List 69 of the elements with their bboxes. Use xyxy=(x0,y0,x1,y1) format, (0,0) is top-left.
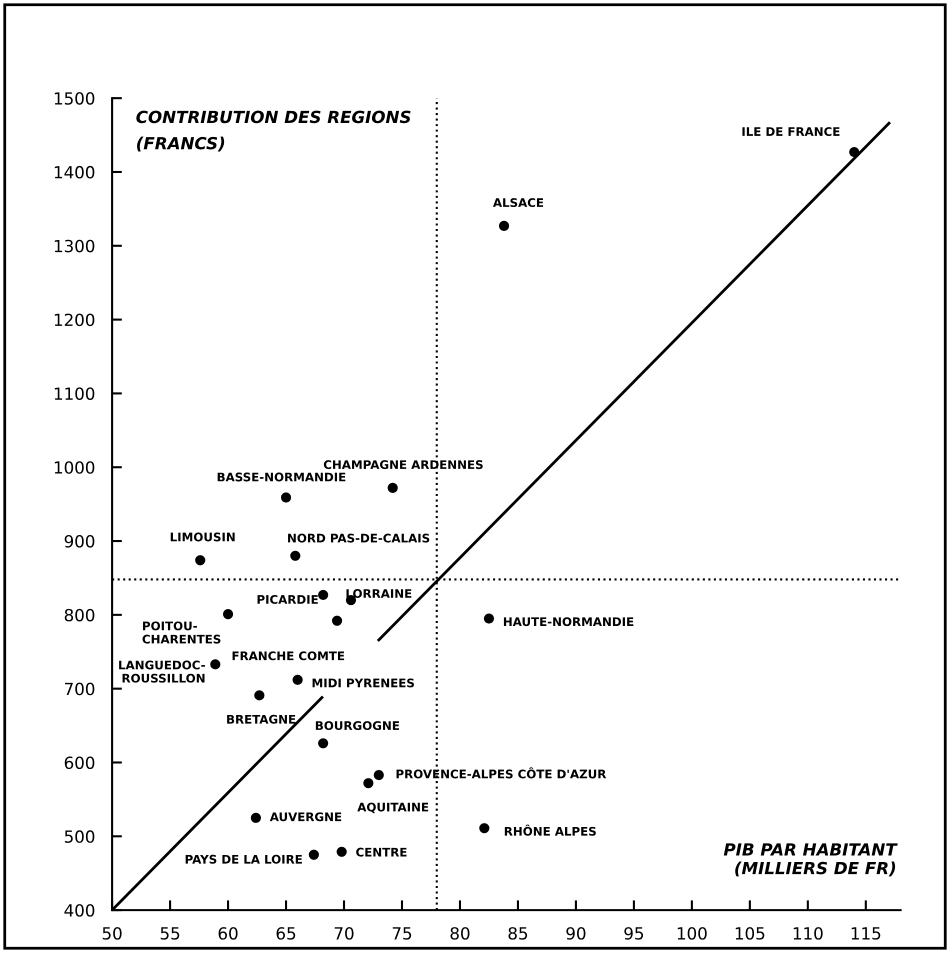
annotation: ILE DE FRANCE xyxy=(742,127,840,136)
y-tick-label: 1300 xyxy=(54,240,94,252)
annotation: HAUTE-NORMANDIE xyxy=(504,617,634,626)
x-tick-label: 55 xyxy=(160,927,180,940)
y-tick-label: 1200 xyxy=(54,314,94,326)
point xyxy=(290,550,300,561)
x-axis-title: PIB PAR HABITANT (MILLIERS DE FR) xyxy=(724,843,898,876)
annotation: ALSACE xyxy=(492,198,544,208)
y-tick-label: 500 xyxy=(64,830,94,843)
annotation: CENTRE xyxy=(356,848,407,857)
annotation: AQUITAINE xyxy=(357,802,428,814)
annotation: PROVENCE-ALPES CÔTE D'AZUR xyxy=(396,767,606,778)
annotation: LIMOUSIN xyxy=(170,532,235,542)
point xyxy=(250,812,261,823)
x-tick-label: 110 xyxy=(794,927,823,940)
point xyxy=(374,770,384,780)
point xyxy=(363,778,374,788)
annotation: PAYS DE LA LOIRE xyxy=(186,854,302,864)
annotation: FRANCHE COMTE xyxy=(232,651,344,660)
point xyxy=(318,738,328,748)
y-tick-label: 1100 xyxy=(54,387,94,400)
point xyxy=(332,616,342,626)
x-tick-label: 100 xyxy=(678,927,707,940)
y-tick-label: 1000 xyxy=(54,461,94,474)
point xyxy=(280,492,292,503)
annotation: POITOU- CHARENTES xyxy=(142,621,220,644)
x-tick-label: 60 xyxy=(218,927,238,940)
point xyxy=(318,590,328,600)
annotation: BASSE-NORMANDIE xyxy=(218,472,346,482)
y-tick-label: 800 xyxy=(64,608,94,622)
annotation: BOURGOGNE xyxy=(316,721,400,730)
annotation: LANGUEDOC- ROUSSILLON xyxy=(119,660,205,683)
x-tick-label: 65 xyxy=(276,927,296,940)
y-tick-label: 400 xyxy=(64,904,94,917)
x-tick-label: 95 xyxy=(624,927,644,940)
point xyxy=(336,846,347,857)
x-tick-label: 50 xyxy=(102,927,122,940)
point xyxy=(479,823,490,834)
x-tick-label: 80 xyxy=(450,927,470,940)
point xyxy=(254,690,264,700)
annotation: LORRAINE xyxy=(346,589,412,598)
y-tick-label: 600 xyxy=(64,756,94,770)
annotation: CHAMPAGNE ARDENNES xyxy=(324,460,483,470)
point xyxy=(195,555,206,566)
point xyxy=(308,850,319,860)
point xyxy=(210,659,220,670)
x-tick-label: 115 xyxy=(852,927,880,940)
y-tick-label: 700 xyxy=(64,682,94,696)
y-tick-label: 900 xyxy=(64,535,94,548)
x-tick-label: 90 xyxy=(566,927,586,940)
point xyxy=(292,674,303,685)
x-tick-label: 105 xyxy=(736,927,764,940)
annotation: NORD PAS-DE-CALAIS xyxy=(288,534,430,543)
point xyxy=(849,146,860,158)
annotation: MIDI PYRENEES xyxy=(312,678,414,688)
point xyxy=(388,482,398,493)
point xyxy=(222,609,234,620)
x-tick-label: 85 xyxy=(508,927,528,940)
y-tick-label: 1500 xyxy=(54,92,94,105)
x-tick-label: 70 xyxy=(334,927,354,940)
annotation: PICARDIE xyxy=(258,594,318,604)
point xyxy=(484,613,494,624)
y-axis-title: CONTRIBUTION DES REGIONS (FRANCS) xyxy=(136,110,411,152)
annotation: AUVERGNE xyxy=(270,812,342,822)
x-tick-label: 75 xyxy=(392,927,412,940)
annotation: RHÔNE ALPES xyxy=(504,824,596,836)
annotation: BRETAGNE xyxy=(227,714,296,724)
y-tick-label: 1400 xyxy=(54,166,94,179)
point xyxy=(498,220,510,231)
